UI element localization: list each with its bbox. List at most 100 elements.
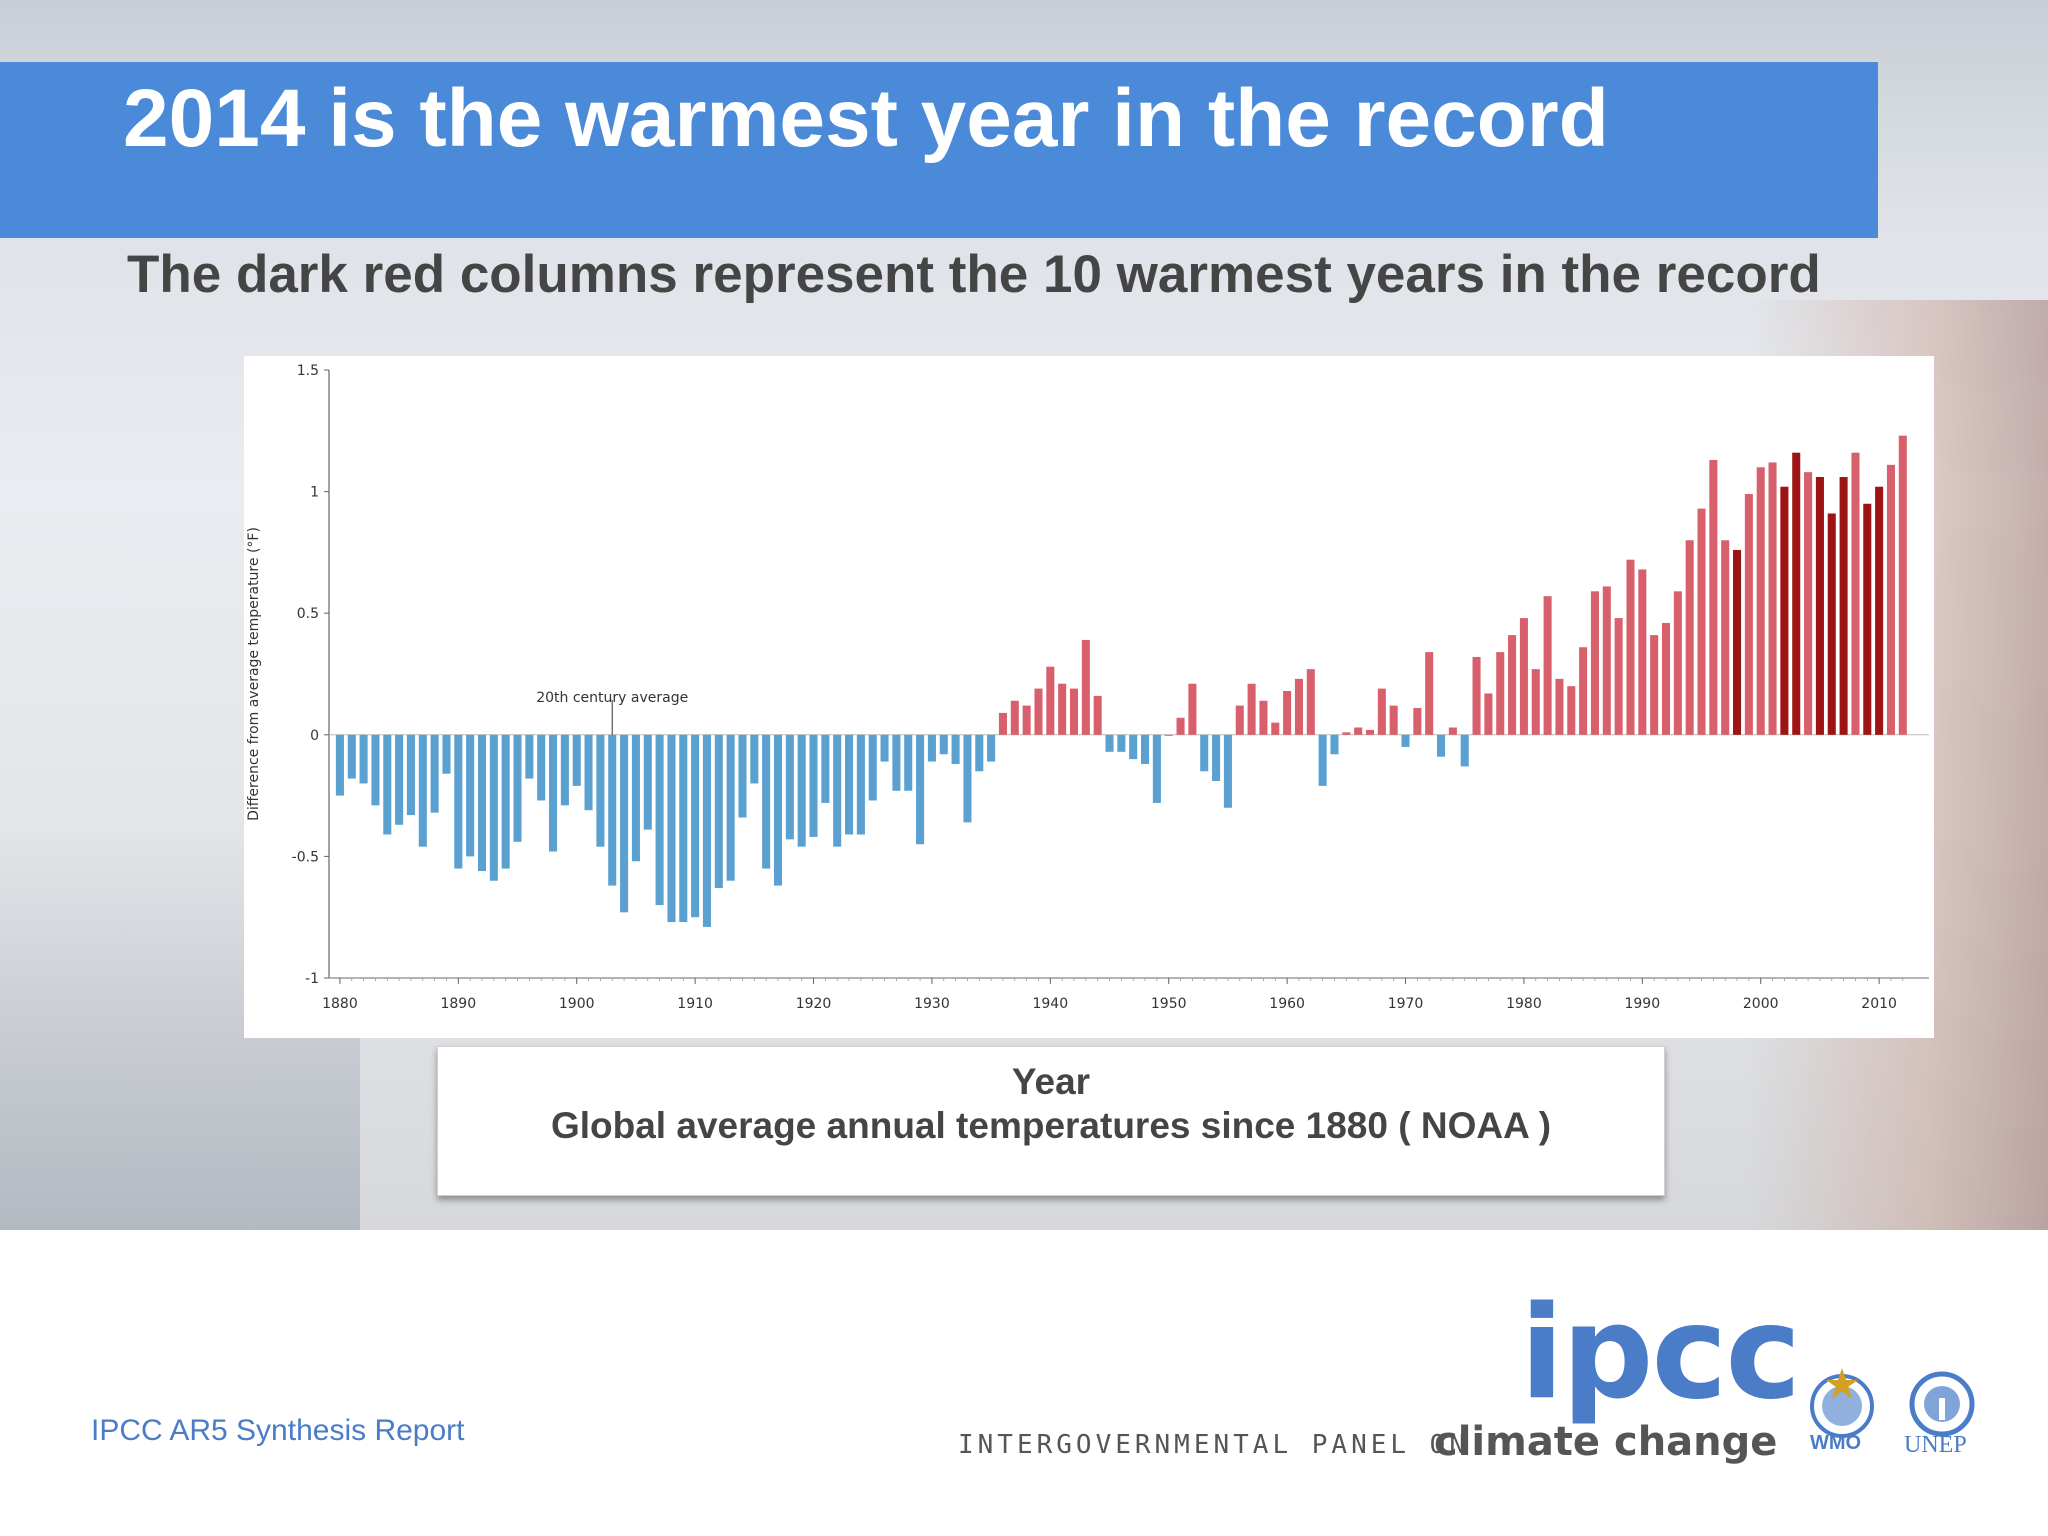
bar-1947	[1129, 734, 1138, 760]
bar-1965	[1342, 732, 1351, 735]
bar-1887	[418, 734, 427, 847]
bar-1998	[1733, 549, 1742, 735]
bar-1907	[655, 734, 664, 906]
bar-2000	[1756, 467, 1765, 735]
bar-1909	[679, 734, 688, 923]
bar-2011	[1886, 464, 1895, 735]
x-tick-label: 1980	[1506, 996, 1542, 1012]
bar-1962	[1306, 669, 1315, 735]
bar-1905	[631, 734, 640, 862]
bar-1949	[1152, 734, 1161, 803]
bar-1961	[1294, 678, 1303, 735]
bar-1997	[1721, 540, 1730, 735]
x-tick-label: 2000	[1743, 996, 1779, 1012]
bar-1993	[1673, 591, 1682, 735]
bar-1954	[1212, 734, 1221, 782]
bar-1979	[1508, 635, 1517, 735]
bar-1959	[1271, 722, 1280, 735]
bar-1927	[892, 734, 901, 791]
bar-2006	[1827, 513, 1836, 735]
slide-title: 2014 is the warmest year in the record	[123, 73, 1609, 164]
bar-1952	[1188, 683, 1197, 735]
bar-1923	[845, 734, 854, 835]
bar-1985	[1579, 647, 1588, 735]
bar-1899	[560, 734, 569, 806]
bar-1945	[1105, 734, 1114, 752]
bar-1973	[1437, 734, 1446, 757]
bar-1896	[525, 734, 534, 779]
bar-1897	[537, 734, 546, 801]
bar-1989	[1626, 559, 1635, 735]
chart-panel: 1.5 1 0.5 0 -0.5 -1 1880 1890 1900 1910 1920 1930 19…	[244, 356, 1934, 1038]
footer-report-name: IPCC AR5 Synthesis Report	[91, 1414, 465, 1447]
bar-1946	[1117, 734, 1126, 752]
bar-1893	[489, 734, 498, 881]
y-tick-label: -1	[305, 971, 319, 987]
bar-1939	[1034, 688, 1043, 735]
x-tick-label: 1950	[1151, 996, 1187, 1012]
bar-1904	[620, 734, 629, 913]
bar-1935	[987, 734, 996, 762]
y-tick-label: -0.5	[292, 849, 319, 865]
x-tick-label: 1900	[559, 996, 595, 1012]
bar-1944	[1093, 695, 1102, 735]
bar-1894	[501, 734, 510, 869]
bar-1919	[797, 734, 806, 847]
bar-1914	[738, 734, 747, 818]
bar-2012	[1898, 435, 1907, 735]
bar-1987	[1602, 586, 1611, 735]
bar-1895	[513, 734, 522, 842]
bar-1972	[1425, 652, 1434, 735]
bar-1885	[395, 734, 404, 825]
bar-1880	[335, 734, 344, 796]
bar-1937	[1010, 700, 1019, 735]
x-tick-label: 1970	[1388, 996, 1424, 1012]
ipcc-logo: ipcc	[1520, 1279, 1801, 1428]
bar-1996	[1709, 459, 1718, 735]
bar-1922	[833, 734, 842, 847]
bar-1932	[951, 734, 960, 764]
wmo-label: WMO	[1810, 1432, 1862, 1454]
bar-1953	[1200, 734, 1209, 772]
bar-1881	[347, 734, 356, 779]
bar-1951	[1176, 717, 1185, 735]
bar-1941	[1058, 683, 1067, 735]
bar-1948	[1141, 734, 1150, 764]
bar-1933	[963, 734, 972, 823]
y-axis-label: Difference from average temperature (°F)	[246, 527, 262, 821]
slide-subtitle: The dark red columns represent the 10 wa…	[127, 245, 1821, 304]
bar-1891	[466, 734, 475, 857]
bar-2003	[1792, 452, 1801, 735]
bar-1977	[1484, 693, 1493, 735]
x-tick-label: 1960	[1269, 996, 1305, 1012]
bar-1975	[1460, 734, 1469, 767]
caption-box: Year Global average annual temperatures …	[437, 1046, 1665, 1196]
bar-2001	[1768, 462, 1777, 735]
bar-1906	[643, 734, 652, 830]
y-tick-label: 0.5	[297, 606, 319, 622]
x-tick-label: 1940	[1032, 996, 1068, 1012]
bar-1986	[1590, 591, 1599, 735]
bar-1999	[1744, 494, 1753, 735]
bar-1955	[1223, 734, 1232, 808]
bar-1980	[1519, 618, 1528, 735]
bar-1929	[916, 734, 925, 845]
bar-1990	[1638, 569, 1647, 735]
title-banner	[0, 62, 1878, 238]
bar-1890	[454, 734, 463, 869]
bar-1910	[691, 734, 700, 918]
bar-1994	[1685, 540, 1694, 735]
bar-1982	[1543, 596, 1552, 735]
bar-1983	[1555, 678, 1564, 735]
bar-1956	[1235, 705, 1244, 735]
bar-1901	[584, 734, 593, 811]
y-tick-label: 0	[310, 728, 319, 744]
bar-1938	[1022, 705, 1031, 735]
bar-1924	[856, 734, 865, 835]
annotation-label: 20th century average	[536, 690, 688, 706]
bar-1943	[1081, 639, 1090, 735]
bar-1942	[1069, 688, 1079, 735]
bar-1931	[939, 734, 948, 755]
x-tick-label: 1920	[796, 996, 832, 1012]
x-tick-label: 1910	[677, 996, 713, 1012]
